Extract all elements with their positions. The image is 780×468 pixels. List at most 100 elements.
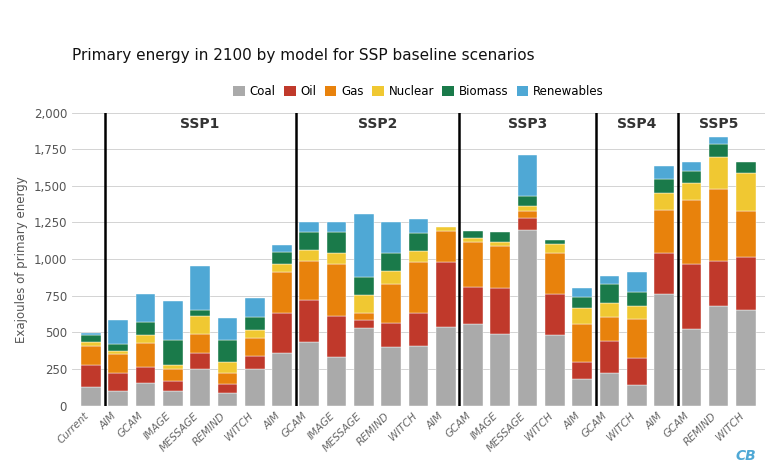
Bar [245,338,264,356]
Bar [381,323,401,347]
Bar [600,303,619,317]
Bar [518,206,537,211]
Bar [545,240,565,244]
Bar [190,266,210,310]
Bar [381,284,401,323]
Bar [518,230,537,406]
Bar [654,253,674,294]
Bar [163,381,183,391]
Bar [682,200,701,263]
Bar [354,328,374,406]
Bar [108,354,128,373]
Bar [491,334,510,406]
Bar [327,263,346,316]
Bar [463,238,483,241]
Bar [627,319,647,358]
Bar [654,294,674,406]
Bar [218,318,237,340]
Text: SSP3: SSP3 [508,117,548,131]
Bar [709,144,729,157]
Bar [600,373,619,406]
Bar [300,222,319,232]
Bar [463,231,483,238]
Bar [327,222,346,232]
Bar [409,313,428,345]
Bar [190,334,210,353]
Bar [218,340,237,362]
Bar [545,244,565,253]
Bar [682,171,701,183]
Bar [245,330,264,338]
Bar [381,222,401,253]
Bar [300,232,319,249]
Bar [81,345,101,365]
Bar [491,246,510,288]
Bar [600,317,619,341]
Bar [81,387,101,406]
Bar [163,301,183,341]
Text: Primary energy in 2100 by model for SSP baseline scenarios: Primary energy in 2100 by model for SSP … [72,48,534,63]
Bar [654,210,674,253]
Bar [300,249,319,261]
Bar [518,196,537,206]
Bar [463,324,483,406]
Bar [218,384,237,393]
Bar [218,373,237,384]
Bar [600,341,619,373]
Bar [381,271,401,284]
Bar [272,314,292,353]
Bar [463,241,483,287]
Bar [627,358,647,385]
Text: SSP1: SSP1 [180,117,220,131]
Bar [709,137,729,144]
Bar [491,288,510,334]
Bar [136,367,155,383]
Bar [327,357,346,406]
Bar [136,336,155,343]
Bar [682,329,701,406]
Bar [682,161,701,171]
Bar [108,344,128,351]
Bar [190,310,210,316]
Bar [163,369,183,381]
Bar [600,284,619,303]
Bar [81,333,101,336]
Bar [682,263,701,329]
Bar [409,251,428,262]
Bar [709,261,729,306]
Bar [245,298,264,317]
Bar [81,342,101,345]
Bar [245,369,264,406]
Bar [573,362,592,379]
Bar [272,353,292,406]
Bar [108,351,128,354]
Bar [190,316,210,334]
Bar [573,288,592,297]
Bar [218,393,237,406]
Bar [163,341,183,366]
Bar [709,306,729,406]
Bar [108,373,128,391]
Legend: Coal, Oil, Gas, Nuclear, Biomass, Renewables: Coal, Oil, Gas, Nuclear, Biomass, Renewa… [229,80,608,103]
Bar [245,317,264,330]
Bar [81,365,101,387]
Bar [545,336,565,406]
Text: CB: CB [736,449,757,463]
Bar [709,189,729,261]
Bar [354,313,374,320]
Y-axis label: Exajoules of primary energy: Exajoules of primary energy [15,176,28,343]
Bar [327,316,346,357]
Bar [108,391,128,406]
Bar [163,391,183,406]
Bar [108,320,128,344]
Bar [573,324,592,362]
Bar [491,242,510,246]
Bar [436,227,456,231]
Bar [409,262,428,313]
Bar [436,231,456,262]
Bar [545,253,565,294]
Bar [736,161,756,173]
Bar [436,262,456,327]
Text: SSP5: SSP5 [699,117,739,131]
Bar [300,300,319,342]
